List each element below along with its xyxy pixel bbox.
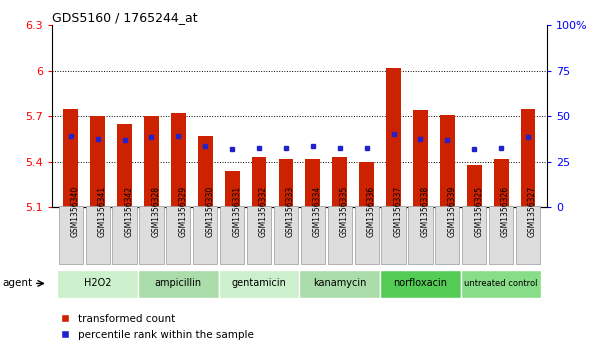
Text: GSM1356341: GSM1356341 <box>98 185 107 237</box>
Bar <box>413 110 428 207</box>
Bar <box>279 159 293 207</box>
FancyBboxPatch shape <box>112 206 137 264</box>
Bar <box>198 136 213 207</box>
Text: GSM1356325: GSM1356325 <box>474 185 483 237</box>
Bar <box>117 124 132 207</box>
Text: GSM1356330: GSM1356330 <box>205 185 214 237</box>
FancyBboxPatch shape <box>139 206 164 264</box>
Text: gentamicin: gentamicin <box>232 278 287 289</box>
Bar <box>359 162 374 207</box>
Bar <box>171 113 186 207</box>
Text: GSM1356328: GSM1356328 <box>152 185 161 237</box>
Bar <box>386 68 401 207</box>
FancyBboxPatch shape <box>86 206 110 264</box>
FancyBboxPatch shape <box>381 206 406 264</box>
Bar <box>144 116 159 207</box>
Text: GSM1356342: GSM1356342 <box>125 185 134 237</box>
Text: agent: agent <box>2 278 33 289</box>
FancyBboxPatch shape <box>461 270 541 298</box>
Text: GSM1356332: GSM1356332 <box>259 185 268 237</box>
Text: ampicillin: ampicillin <box>155 278 202 289</box>
Bar <box>440 115 455 207</box>
FancyBboxPatch shape <box>220 206 244 264</box>
FancyBboxPatch shape <box>462 206 486 264</box>
Text: GSM1356335: GSM1356335 <box>340 185 349 237</box>
Bar <box>225 171 240 207</box>
Text: GSM1356333: GSM1356333 <box>286 185 295 237</box>
Text: GSM1356337: GSM1356337 <box>393 185 403 237</box>
FancyBboxPatch shape <box>274 206 298 264</box>
FancyBboxPatch shape <box>408 206 433 264</box>
Text: kanamycin: kanamycin <box>313 278 367 289</box>
FancyBboxPatch shape <box>380 270 461 298</box>
Bar <box>306 159 320 207</box>
FancyBboxPatch shape <box>489 206 513 264</box>
Bar <box>90 116 105 207</box>
Text: norfloxacin: norfloxacin <box>393 278 447 289</box>
FancyBboxPatch shape <box>219 270 299 298</box>
FancyBboxPatch shape <box>327 206 352 264</box>
Bar <box>252 157 266 207</box>
Bar <box>64 109 78 207</box>
FancyBboxPatch shape <box>247 206 271 264</box>
FancyBboxPatch shape <box>435 206 459 264</box>
Text: untreated control: untreated control <box>464 279 538 288</box>
Text: GSM1356326: GSM1356326 <box>501 185 510 237</box>
FancyBboxPatch shape <box>301 206 325 264</box>
Text: H2O2: H2O2 <box>84 278 111 289</box>
FancyBboxPatch shape <box>193 206 218 264</box>
FancyBboxPatch shape <box>299 270 380 298</box>
FancyBboxPatch shape <box>354 206 379 264</box>
FancyBboxPatch shape <box>57 270 138 298</box>
FancyBboxPatch shape <box>138 270 219 298</box>
Bar <box>332 157 347 207</box>
Bar <box>521 109 535 207</box>
Text: GSM1356331: GSM1356331 <box>232 185 241 237</box>
Text: GSM1356340: GSM1356340 <box>71 185 80 237</box>
Text: GSM1356334: GSM1356334 <box>313 185 322 237</box>
Text: GDS5160 / 1765244_at: GDS5160 / 1765244_at <box>52 11 197 24</box>
Text: GSM1356339: GSM1356339 <box>447 185 456 237</box>
FancyBboxPatch shape <box>166 206 191 264</box>
Legend: transformed count, percentile rank within the sample: transformed count, percentile rank withi… <box>57 310 258 344</box>
Text: GSM1356327: GSM1356327 <box>528 185 537 237</box>
FancyBboxPatch shape <box>516 206 540 264</box>
Bar <box>494 159 508 207</box>
Text: GSM1356336: GSM1356336 <box>367 185 376 237</box>
FancyBboxPatch shape <box>59 206 83 264</box>
Bar <box>467 164 481 207</box>
Text: GSM1356329: GSM1356329 <box>178 185 188 237</box>
Text: GSM1356338: GSM1356338 <box>420 185 430 237</box>
